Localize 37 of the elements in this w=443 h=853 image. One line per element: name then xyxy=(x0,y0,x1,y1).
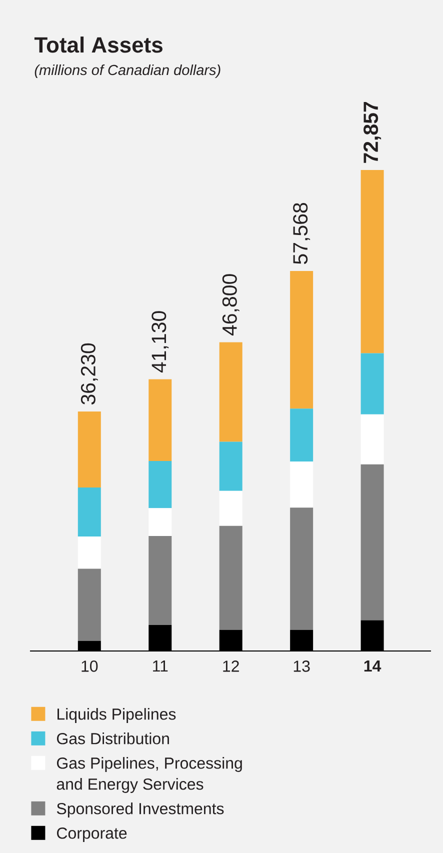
bar xyxy=(78,411,101,488)
bar xyxy=(219,526,242,630)
bar xyxy=(360,414,384,464)
legend-label: Liquids Pipelines xyxy=(58,708,176,723)
bar xyxy=(148,461,172,508)
bar xyxy=(148,536,172,626)
annotation: 41,130 xyxy=(152,311,169,373)
x-tick-label: 12 xyxy=(223,660,239,672)
annotation: 57,568 xyxy=(293,203,310,264)
chart-title: Total Assets xyxy=(34,36,162,53)
annotation: 36,230 xyxy=(80,343,98,404)
x-tick-label: 14 xyxy=(364,660,382,672)
bar xyxy=(360,464,384,620)
bar xyxy=(290,508,314,630)
bar xyxy=(360,353,384,414)
legend-label: Corporate xyxy=(57,827,127,842)
x-tick-label: 11 xyxy=(153,660,168,672)
bar xyxy=(219,342,242,442)
chart-subtitle: (millions of Canadian dollars) xyxy=(34,64,220,78)
bar xyxy=(219,442,242,491)
bar xyxy=(148,379,172,461)
annotation: 46,800 xyxy=(222,274,240,336)
bar xyxy=(78,568,101,641)
bar xyxy=(360,170,384,354)
legend-label: Sponsored Investments xyxy=(56,802,224,818)
bar xyxy=(290,408,314,462)
legend-label: Gas Distribution xyxy=(57,732,169,744)
annotation: 72,857 xyxy=(364,102,382,163)
bar xyxy=(148,508,172,536)
bar xyxy=(78,536,101,569)
x-tick-label: 10 xyxy=(82,660,98,672)
legend-label: Gas Pipelines, Processing and Energy Services xyxy=(56,757,242,793)
bar xyxy=(290,461,314,508)
bar xyxy=(290,271,314,409)
x-tick-label: 13 xyxy=(294,660,310,672)
bar xyxy=(219,490,242,526)
bar xyxy=(78,487,101,537)
